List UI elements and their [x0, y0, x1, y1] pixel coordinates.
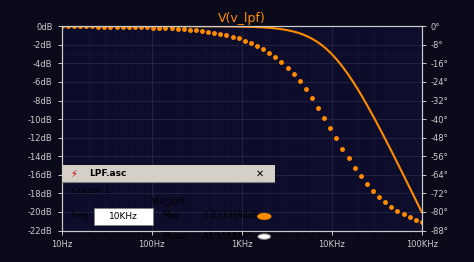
FancyBboxPatch shape	[62, 165, 275, 182]
Text: V(v_lpf): V(v_lpf)	[151, 197, 186, 206]
Circle shape	[258, 214, 271, 219]
Text: ✕: ✕	[256, 168, 264, 178]
Circle shape	[258, 234, 271, 239]
Title: V(v_lpf): V(v_lpf)	[218, 12, 265, 25]
FancyBboxPatch shape	[94, 208, 153, 225]
Text: LPF.asc: LPF.asc	[89, 169, 127, 178]
Text: ⚡: ⚡	[70, 168, 77, 178]
Text: Freq:: Freq:	[70, 211, 91, 220]
Text: 10KHz: 10KHz	[109, 212, 138, 221]
Text: -3.0333594dB: -3.0333594dB	[200, 211, 260, 220]
Text: Mag:: Mag:	[162, 211, 182, 220]
Text: -45.151707°: -45.151707°	[200, 232, 252, 241]
Text: Phase:: Phase:	[162, 232, 190, 241]
Text: Cursor 1: Cursor 1	[72, 186, 110, 195]
